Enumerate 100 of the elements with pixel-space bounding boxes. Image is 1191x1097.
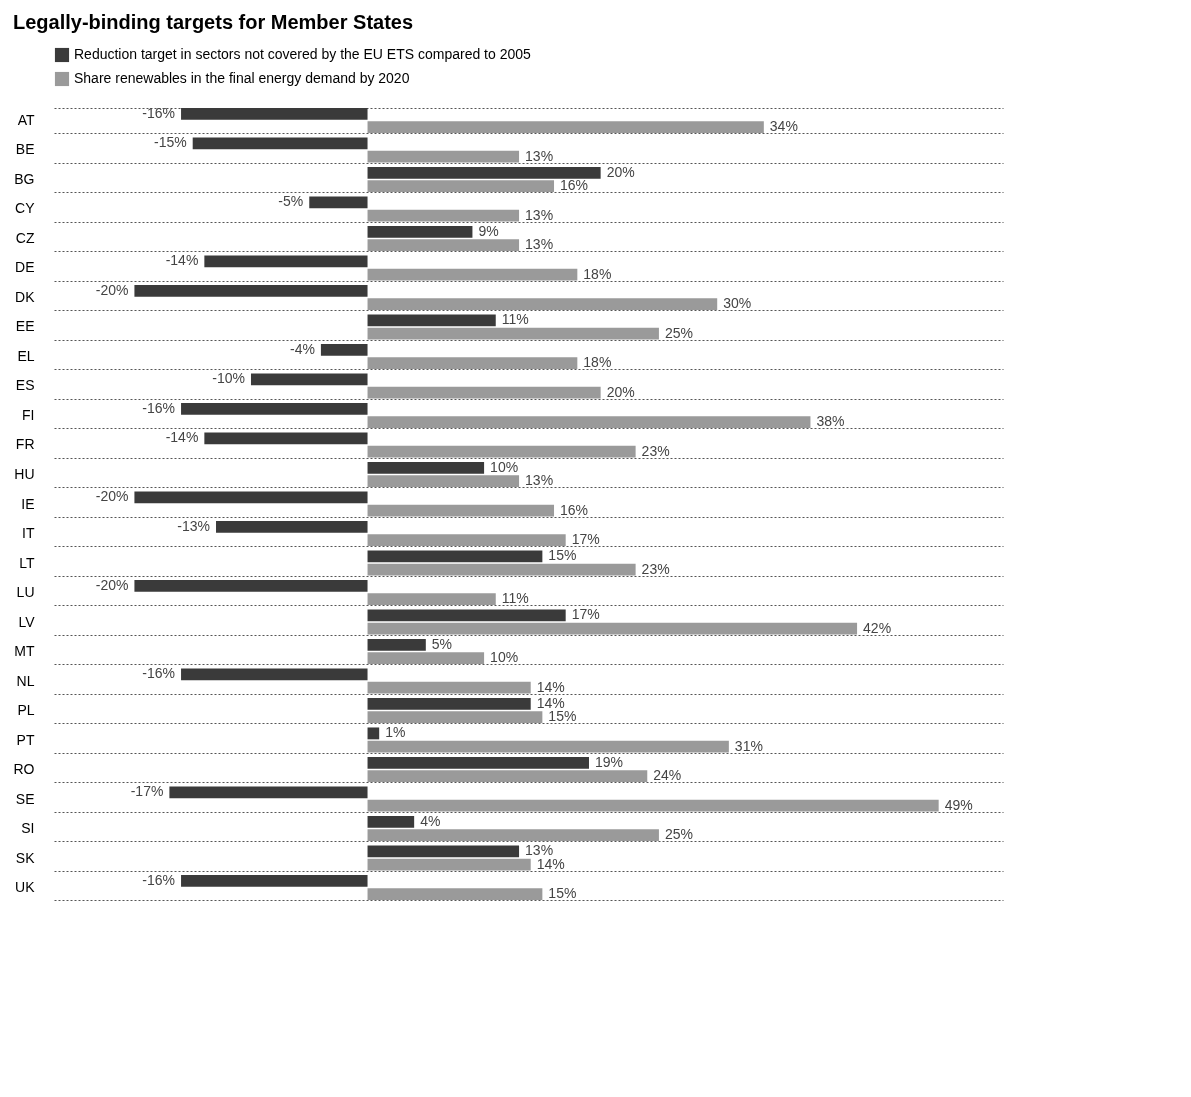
bar [367,314,496,327]
bar [367,225,473,238]
bar [134,579,368,592]
y-tick-label: LT [19,554,35,571]
bar [367,681,531,694]
data-label: 1% [385,724,406,741]
y-tick-label: FI [22,407,35,423]
bar [367,727,380,740]
data-label: -14% [165,429,199,446]
chart-title: Legally-binding targets for Member States [13,11,414,33]
bar [367,858,531,871]
y-tick-label: MT [14,643,35,659]
data-label: 30% [723,295,752,312]
data-label: -16% [142,665,176,682]
bar [367,150,520,163]
data-label: 15% [548,885,577,902]
y-tick-label: PL [17,702,35,719]
bar [367,386,601,399]
bar [367,756,589,769]
bar [367,622,858,635]
bar [169,786,368,799]
bar [367,268,578,281]
bar [367,209,520,222]
data-label: 9% [478,222,499,239]
data-label: 17% [571,531,600,548]
data-label: -15% [154,134,187,151]
data-label: 34% [769,118,798,135]
data-label: -20% [95,488,129,505]
data-label: 24% [653,767,682,784]
legend-label: Reduction target in sectors not covered by the EU ETS compared to 2005 [74,46,532,62]
bar [367,799,939,812]
y-tick-label: SI [21,820,35,837]
data-label: -20% [95,281,129,298]
data-label: 49% [944,796,973,813]
bar [181,874,368,887]
data-label: 13% [525,236,554,253]
data-label: 25% [664,826,693,843]
bar [192,137,368,150]
bar [367,711,543,724]
data-label: -13% [177,517,211,534]
bar [367,550,543,563]
bar [309,196,368,209]
legend-label: Share renewables in the final energy demand by 2020 [74,70,410,86]
y-tick-label: UK [15,879,36,896]
data-label: 11% [501,311,529,328]
data-label: 20% [606,383,635,400]
y-tick-label: CY [15,200,36,217]
data-label: 20% [606,163,635,180]
y-tick-label: NL [16,672,35,689]
data-label: 14% [536,678,565,695]
data-label: -5% [278,193,304,210]
data-label: 17% [571,606,600,623]
bar [367,609,566,622]
bar [204,255,368,268]
data-label: -16% [142,104,176,121]
y-tick-label: IT [22,525,35,541]
data-label: -17% [130,783,164,800]
bar [367,770,648,783]
y-tick-label: DK [15,288,36,305]
data-label: 10% [490,649,519,666]
y-tick-label: BE [15,141,35,158]
data-label: 16% [560,501,589,518]
data-label: -10% [212,370,245,387]
data-label: -20% [95,576,129,593]
data-label: 10% [490,458,519,475]
data-label: 25% [664,324,693,341]
bar [367,815,415,828]
data-label: 23% [641,560,670,577]
data-label: -16% [142,871,176,888]
bar [367,845,520,858]
y-tick-label: ES [15,377,35,394]
data-label: 42% [863,619,892,636]
data-label: 19% [594,753,624,770]
y-tick-label: IE [21,495,35,512]
data-label: 18% [583,354,612,371]
data-label: 38% [816,413,845,430]
data-label: 11% [501,590,529,607]
data-label: 18% [583,265,612,282]
bar [367,298,718,311]
bar [367,180,555,193]
bar [367,121,764,134]
data-label: -16% [142,399,176,416]
y-tick-label: DE [15,259,35,276]
bar [367,740,729,753]
bar [367,461,485,474]
y-tick-label: LU [16,584,35,600]
y-tick-label: AT [17,111,35,128]
bar [134,284,368,297]
bar [367,563,636,576]
y-tick-label: RO [13,761,35,778]
bar [367,239,520,252]
y-tick-label: PT [16,731,35,748]
bar [320,343,368,356]
bar [367,357,578,370]
bar [367,638,426,651]
bar [367,652,485,665]
data-label: 23% [641,442,670,459]
data-label: 14% [536,694,565,711]
data-label: 15% [548,708,577,725]
bar [367,697,531,710]
